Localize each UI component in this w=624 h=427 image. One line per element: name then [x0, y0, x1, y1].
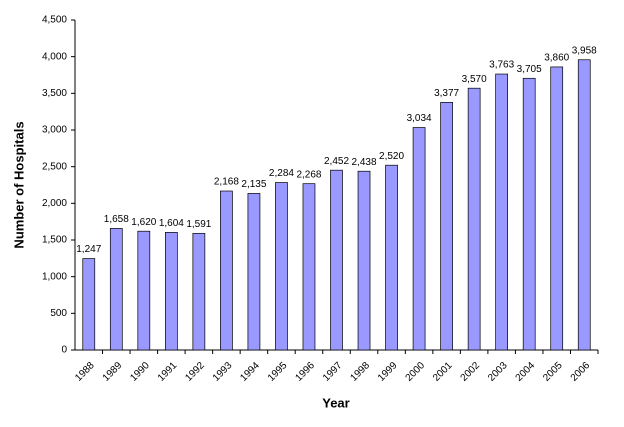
- data-label: 3,958: [572, 45, 597, 56]
- bar: [440, 102, 453, 351]
- data-label: 3,570: [462, 74, 487, 85]
- x-tick-label: 2003: [486, 360, 510, 384]
- data-label: 2,452: [324, 156, 349, 167]
- x-tick-label: 2001: [431, 360, 455, 384]
- x-tick-label: 2004: [514, 360, 538, 384]
- bar: [467, 87, 481, 351]
- bar: [82, 258, 96, 351]
- x-tick-label: 1990: [128, 360, 152, 384]
- data-label: 3,034: [407, 113, 432, 124]
- y-axis-title: Number of Hospitals: [11, 121, 26, 248]
- data-label: 3,705: [517, 64, 542, 75]
- x-tick-label: 1996: [293, 360, 317, 384]
- bar: [385, 164, 398, 351]
- y-tick-label: 2,000: [42, 198, 67, 209]
- x-tick-label: 1994: [238, 360, 262, 384]
- data-label: 1,604: [159, 218, 184, 229]
- bar: [275, 182, 288, 351]
- x-tick-label: 1991: [156, 360, 180, 384]
- x-tick-label: 1995: [266, 360, 290, 384]
- y-tick-label: 3,500: [42, 88, 67, 99]
- y-tick-label: 1,500: [42, 235, 67, 246]
- bar: [220, 190, 233, 351]
- bar: [164, 232, 178, 351]
- bar: [302, 183, 316, 351]
- bar: [357, 170, 371, 351]
- data-label: 2,520: [379, 151, 404, 162]
- data-label: 1,658: [104, 214, 129, 225]
- y-tick-label: 1,000: [42, 271, 67, 282]
- data-label: 2,168: [214, 177, 239, 188]
- bar: [109, 228, 123, 351]
- data-label: 2,268: [296, 169, 321, 180]
- x-tick-label: 1992: [183, 360, 207, 384]
- x-tick-label: 1989: [101, 360, 125, 384]
- data-label: 1,591: [186, 219, 211, 230]
- data-label: 2,438: [352, 157, 377, 168]
- x-tick-label: 1998: [349, 360, 373, 384]
- bar: [247, 193, 261, 351]
- bar: [550, 66, 564, 351]
- data-label: 1,247: [76, 244, 101, 255]
- x-tick-label: 2000: [404, 360, 428, 384]
- bar: [522, 77, 536, 351]
- bar: [137, 230, 151, 351]
- y-tick-label: 4,000: [42, 51, 67, 62]
- y-tick-label: 4,500: [42, 15, 67, 26]
- y-tick-label: 0: [61, 345, 67, 356]
- x-tick-label: 1997: [321, 360, 345, 384]
- data-label: 3,763: [489, 60, 514, 71]
- bar: [412, 127, 426, 351]
- y-tick-label: 500: [50, 308, 67, 319]
- y-tick-label: 3,000: [42, 125, 67, 136]
- data-label: 1,620: [131, 217, 156, 228]
- bar: [192, 232, 206, 351]
- data-label: 3,377: [434, 88, 459, 99]
- data-label: 2,135: [241, 179, 266, 190]
- data-label: 3,860: [544, 53, 569, 64]
- bar: [330, 169, 343, 351]
- x-tick-label: 1993: [211, 360, 235, 384]
- y-tick-label: 2,500: [42, 161, 67, 172]
- bar: [577, 59, 591, 351]
- bar: [495, 73, 509, 351]
- x-tick-label: 2006: [569, 360, 593, 384]
- data-label: 2,284: [269, 168, 294, 179]
- x-tick-label: 2002: [459, 360, 483, 384]
- x-tick-label: 2005: [541, 360, 565, 384]
- x-axis-title: Year: [322, 395, 349, 410]
- x-tick-label: 1999: [376, 360, 400, 384]
- x-tick-label: 1988: [73, 360, 97, 384]
